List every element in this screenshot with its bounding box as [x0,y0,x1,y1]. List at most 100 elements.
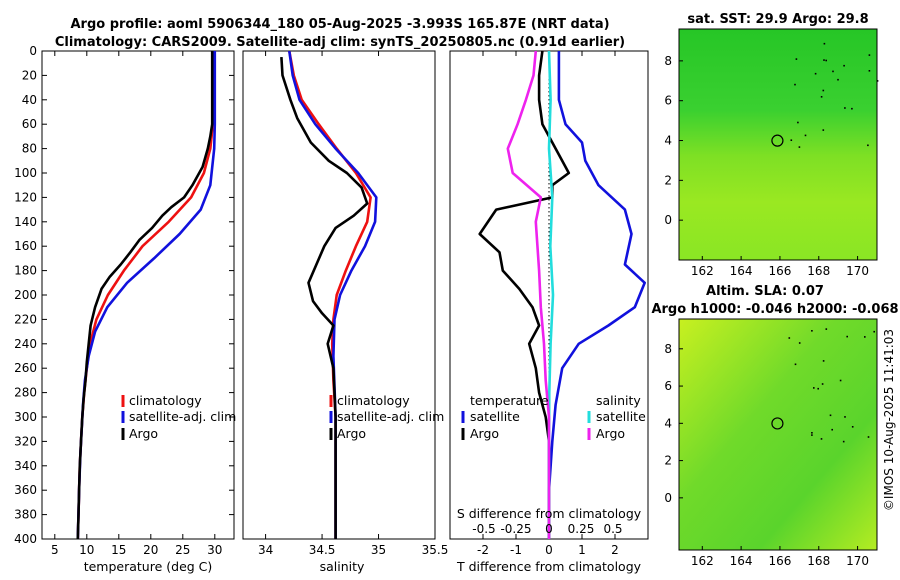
island-dot [822,360,825,362]
depth-tick-label: 120 [14,190,37,204]
sst-map-landmask [790,42,879,148]
island-dot [864,336,866,338]
sla-heatmap [679,319,877,550]
depth-tick-label: 300 [14,410,37,424]
x-tick-label: 15 [111,543,126,557]
difference-xlabel-top: S difference from climatology [457,506,642,521]
map-x-tick-label: 166 [768,554,791,568]
map-x-tick-label: 164 [730,554,753,568]
island-dot [794,83,796,86]
sla-map-title: Altim. SLA: 0.07 [706,284,824,299]
island-dot [825,328,828,330]
map-y-tick-label: 0 [664,491,672,505]
sst-map-title: sat. SST: 29.9 Argo: 29.8 [687,12,868,27]
argo-position-marker [771,134,784,147]
sla-map-axes: 162 164 166 168 170 0 2 4 6 8 [664,342,869,568]
island-dot [811,330,813,332]
map-y-tick-label: 2 [664,454,672,468]
sst-heatmap [679,29,877,260]
title-line1: Argo profile: aoml 5906344_180 05-Aug-20… [70,17,609,32]
island-dot [820,96,823,98]
series-temperature-satellite [547,51,647,539]
depth-tick-label: 240 [14,337,37,351]
map-y-tick-label: 0 [664,213,672,227]
map-y-tick-label: 6 [664,379,672,393]
depth-tick-label: 140 [14,215,37,229]
legend-temp-argo: Argo [470,426,499,441]
salinity-xlabel: salinity [320,559,365,574]
island-dot [822,89,825,92]
temperature-axes [41,50,235,540]
island-dot [794,363,797,366]
x-tick-label: 34 [258,543,273,557]
depth-tick-label: 280 [14,386,37,400]
island-dot [831,428,833,431]
island-dot [867,144,869,147]
x-tick-label: 20 [143,543,158,557]
island-dot [798,342,801,344]
series-argo [280,57,369,539]
island-dot [820,438,823,440]
temperature-xlabel: temperature (deg C) [84,559,213,574]
island-dot [846,335,848,338]
x-tick-label: 30 [207,543,222,557]
legend-title-temperature: temperature [470,393,549,408]
legend-sal-argo: Argo [596,426,625,441]
depth-tick-label: 320 [14,434,37,448]
island-dot [825,59,827,62]
map-x-tick-label: 164 [730,264,753,278]
x-tick-label: -1 [510,543,522,557]
difference-xlabel: T difference from climatology [456,559,642,574]
island-dot [832,70,834,73]
depth-tick-label: 380 [14,508,37,522]
island-dot [822,129,825,131]
depth-tick-label: 60 [22,117,37,131]
legend-argo: Argo [337,426,366,441]
map-x-tick-label: 168 [807,554,830,568]
depth-tick-label: 220 [14,312,37,326]
difference-lines [478,51,647,539]
x-tick-label: 10 [79,543,94,557]
island-dot [790,139,793,141]
depth-tick-label: 180 [14,264,37,278]
island-dot [829,414,832,417]
island-dot [811,434,813,436]
map-y-tick-label: 6 [664,94,672,108]
island-dot [843,64,845,67]
s-diff-tick-label: 0 [545,522,553,536]
x-tick-label: 2 [611,543,619,557]
legend-temp-satellite: satellite [470,409,520,424]
x-tick-label: 5 [51,543,59,557]
map-y-tick-label: 8 [664,342,672,356]
island-dot [873,330,875,333]
island-dot [837,78,839,81]
map-x-tick-label: 168 [807,264,830,278]
map-x-tick-label: 170 [846,264,869,278]
island-dot [876,80,879,82]
map-x-tick-label: 166 [768,264,791,278]
legend-argo: Argo [129,426,158,441]
island-dot [868,54,871,56]
map-y-tick-label: 4 [664,416,672,430]
island-dot [811,432,813,434]
temperature-lines [76,51,217,539]
sla-map-landmask [788,328,875,443]
island-dot [813,387,815,389]
difference-panel: -2 -1 0 1 2 T difference from climatology S … [449,50,649,574]
island-dot [821,383,824,385]
sla-map-subtitle: Argo h1000: -0.046 h2000: -0.068 [651,302,898,317]
island-dot [851,107,853,110]
depth-tick-label: 80 [22,142,37,156]
depth-tick-label: 100 [14,166,37,180]
island-dot [868,70,871,72]
island-dot [844,107,846,109]
map-x-tick-label: 170 [846,554,869,568]
legend-climatology: climatology [337,393,410,408]
temperature-legend: climatology satellite-adj. clim Argo [121,393,236,441]
x-tick-label: 25 [175,543,190,557]
sst-map-frame [678,28,878,261]
series-argo [76,51,214,539]
argo-position-marker [771,417,784,430]
sla-map-frame [678,318,878,551]
